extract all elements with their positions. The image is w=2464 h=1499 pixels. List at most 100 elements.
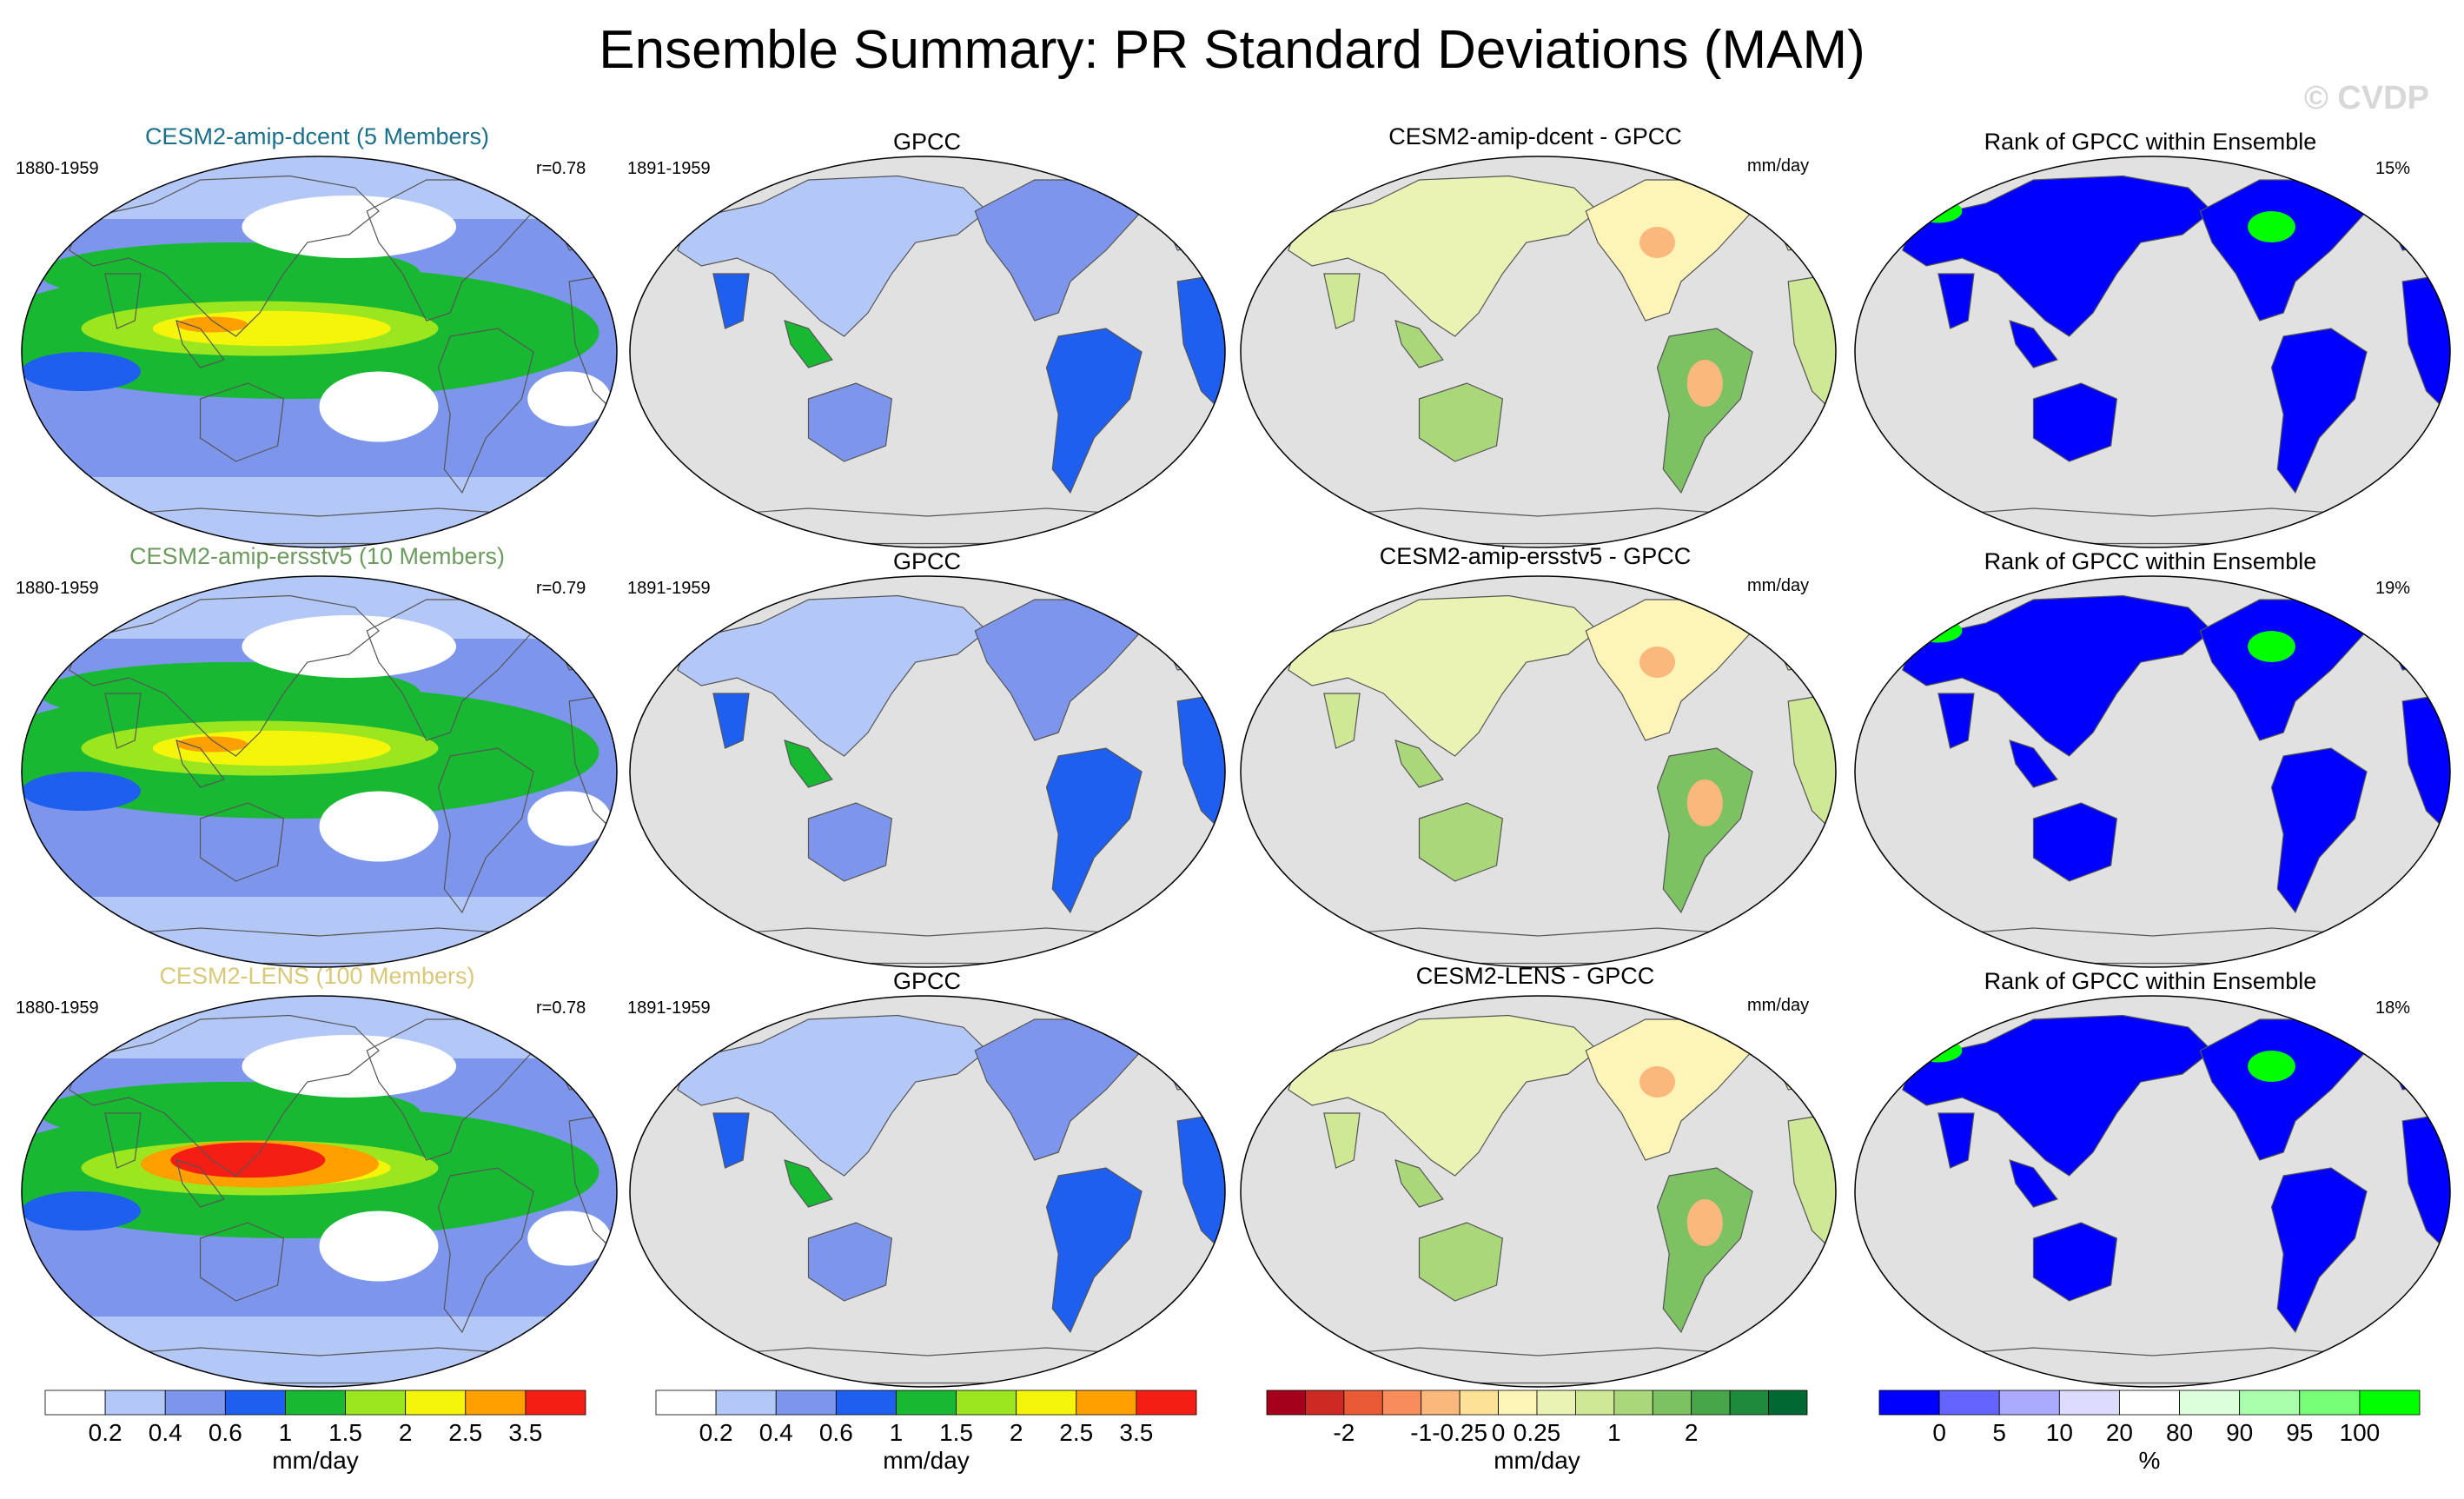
landmass-asia <box>69 594 380 757</box>
landmass-australia <box>807 802 893 882</box>
landmass-samerica <box>1656 328 1753 494</box>
colorbar-tick-label: 0.2 <box>699 1419 733 1446</box>
colorbar-tick-label: 0.6 <box>819 1419 853 1446</box>
correlation-row2: r=0.79 <box>536 579 586 598</box>
landmass-seasia <box>2009 320 2058 368</box>
landmass-india <box>1937 693 1975 749</box>
landmass-samerica <box>2270 1167 2368 1334</box>
landmass-india <box>104 1112 142 1169</box>
landmass-seasia <box>176 320 225 368</box>
figure-title: Ensemble Summary: PR Standard Deviations… <box>599 20 1865 80</box>
landmass-seasia <box>2009 1159 2058 1208</box>
landmass-australia <box>1418 1222 1504 1302</box>
colorbar-swatch <box>1498 1390 1538 1416</box>
colorbar-swatch <box>775 1390 837 1416</box>
landmass-seasia <box>1394 740 1444 788</box>
landmass-india <box>712 1112 750 1169</box>
colorbar-tick-label: 2 <box>399 1419 413 1446</box>
colorbar-tick-label: 2 <box>1685 1419 1699 1446</box>
landmass-asia <box>69 1014 380 1177</box>
period-row2: 1880-1959 <box>16 579 99 598</box>
gpcc-period-row3: 1891-1959 <box>627 998 711 1018</box>
landmass-seasia <box>1394 320 1444 368</box>
colorbar-swatch <box>1652 1390 1692 1416</box>
landmass-samerica <box>1045 747 1143 914</box>
map-model-row1 <box>21 156 618 548</box>
model-title-row1: CESM2-amip-dcent (5 Members) <box>144 123 490 149</box>
colorbar-tick-label: 1 <box>279 1419 293 1446</box>
landmass-seasia <box>1394 1159 1444 1208</box>
landmass-india <box>104 693 142 749</box>
colorbar-4: 0 5 10 20 80 90 95 100% <box>1878 1390 2421 1474</box>
colorbar-swatch <box>1691 1390 1731 1416</box>
colorbar-tick-label: 2.5 <box>1059 1419 1093 1446</box>
colorbar-1: 0.2 0.4 0.6 1 1.5 2 2.5 3.5 mm/day <box>44 1390 586 1474</box>
gpcc-title-row3: GPCC <box>892 968 961 994</box>
rank-title-row1: Rank of GPCC within Ensemble <box>1984 129 2317 155</box>
landmass-australia <box>1418 382 1504 462</box>
colorbar-swatch <box>715 1390 777 1416</box>
landmass-samerica <box>2270 328 2368 494</box>
landmass-india <box>1323 693 1361 749</box>
colorbar-swatch <box>224 1390 286 1416</box>
landmass-india <box>1323 273 1361 329</box>
colorbar-swatch <box>1016 1390 1077 1416</box>
landmass-asia <box>677 594 988 757</box>
rank-title-row3: Rank of GPCC within Ensemble <box>1984 968 2317 994</box>
landmass-india <box>712 273 750 329</box>
map-rank-row3 <box>1854 995 2451 1388</box>
colorbar-tick-label: 3.5 <box>508 1419 542 1446</box>
map-diff-row2 <box>1240 575 1837 968</box>
colorbar-tick-label: 90 <box>2226 1419 2253 1446</box>
colorbar-3: -2 -1 -0.25 0 0.25 1 2 mm/day <box>1266 1390 1808 1474</box>
colorbar-swatch <box>345 1390 407 1416</box>
colorbar-tick-label: 95 <box>2286 1419 2313 1446</box>
landmass-australia <box>199 382 285 462</box>
gpcc-title-row2: GPCC <box>892 548 961 574</box>
colorbar-tick-label: 0.25 <box>1514 1419 1561 1446</box>
landmass-india <box>1937 273 1975 329</box>
colorbar-tick-label: -0.25 <box>1432 1419 1487 1446</box>
landmass-samerica <box>1656 1167 1753 1334</box>
landmass-asia <box>677 175 988 337</box>
colorbar-tick-label: 0.4 <box>759 1419 793 1446</box>
colorbar-units: % <box>2139 1447 2161 1474</box>
colorbar-tick-label: 2 <box>1010 1419 1023 1446</box>
colorbar-swatch <box>1998 1390 2060 1416</box>
colorbar-swatch <box>1381 1390 1422 1416</box>
colorbar-tick-label: -2 <box>1333 1419 1355 1446</box>
colorbar-tick-label: 1 <box>1607 1419 1621 1446</box>
colorbar-tick-label: 100 <box>2340 1419 2381 1446</box>
colorbar-tick-label: 0.4 <box>149 1419 182 1446</box>
colorbar-swatch <box>1076 1390 1137 1416</box>
colorbar-tick-label: 20 <box>2106 1419 2133 1446</box>
landmass-australia <box>199 802 285 882</box>
landmass-australia <box>1418 802 1504 882</box>
landmass-seasia <box>2009 740 2058 788</box>
diff-title-row1: CESM2-amip-dcent - GPCC <box>1388 123 1682 149</box>
landmass-australia <box>2032 802 2118 882</box>
landmass-asia <box>1902 1014 2213 1177</box>
colorbar-tick-label: 0 <box>1932 1419 1946 1446</box>
map-rank-row2 <box>1854 575 2451 968</box>
landmass-india <box>712 693 750 749</box>
colorbar-swatch <box>896 1390 957 1416</box>
colorbar-swatch <box>1575 1390 1615 1416</box>
landmass-australia <box>199 1222 285 1302</box>
colorbar-swatch <box>956 1390 1017 1416</box>
colorbar-swatch <box>2299 1390 2361 1416</box>
landmass-seasia <box>176 740 225 788</box>
colorbar-swatch <box>2179 1390 2241 1416</box>
gpcc-period-row1: 1891-1959 <box>627 159 711 178</box>
period-row1: 1880-1959 <box>16 159 99 178</box>
landmass-australia <box>807 382 893 462</box>
colorbar-units: mm/day <box>883 1447 970 1474</box>
colorbar-tick-label: 10 <box>2046 1419 2073 1446</box>
colorbar-swatch <box>405 1390 467 1416</box>
landmass-asia <box>1288 1014 1599 1177</box>
colorbar-swatch <box>1878 1390 1940 1416</box>
colorbar-2: 0.2 0.4 0.6 1 1.5 2 2.5 3.5 mm/day <box>655 1390 1197 1474</box>
map-model-row3 <box>21 995 618 1388</box>
colorbar-swatch <box>2058 1390 2120 1416</box>
